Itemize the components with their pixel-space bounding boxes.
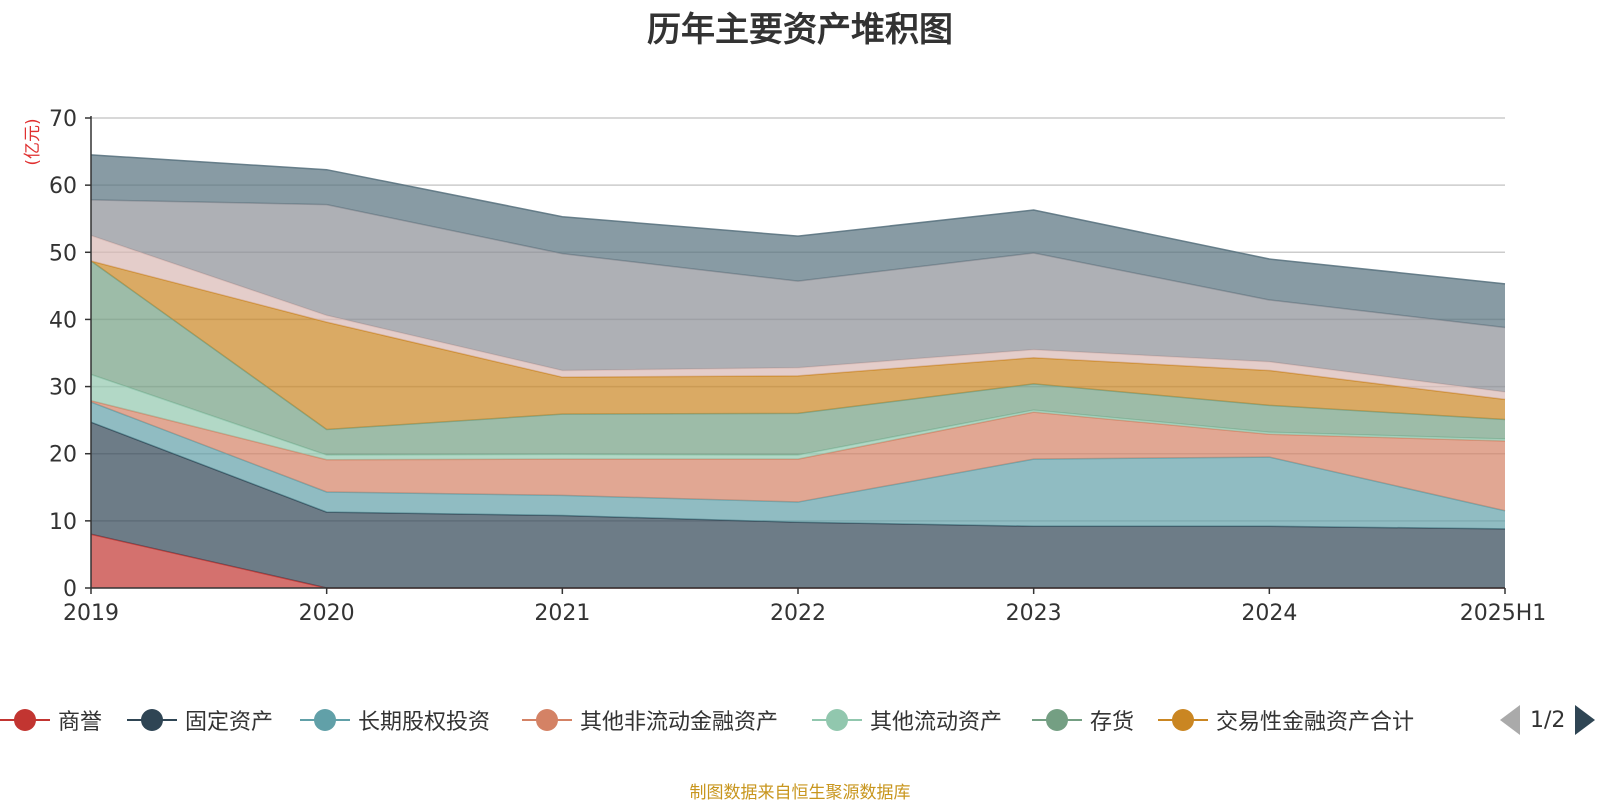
legend-item[interactable]: 长期股权投资 (300, 700, 490, 740)
legend-label: 长期股权投资 (358, 710, 491, 735)
legend-swatch-icon (1158, 700, 1208, 740)
area-series-3 (91, 400, 1505, 511)
y-tick-label: 0 (63, 577, 77, 602)
x-tick-label: 2022 (770, 601, 826, 626)
y-tick-label: 70 (49, 107, 77, 132)
legend-item[interactable]: 固定资产 (127, 700, 273, 740)
legend-item[interactable]: 其他非流动金融资产 (522, 700, 778, 740)
area-series-9 (91, 154, 1505, 328)
legend-label: 存货 (1090, 710, 1135, 735)
area-series-line-9 (90, 154, 1506, 285)
area-series-1 (91, 422, 1505, 588)
x-tick-label: 2020 (299, 601, 355, 626)
y-tick-label: 20 (49, 443, 77, 468)
legend-label: 交易性金融资产合计 (1216, 710, 1415, 735)
x-tick-label: 2019 (63, 601, 119, 626)
source-note: 制图数据来自恒生聚源数据库 (689, 783, 911, 803)
legend-swatch-icon (1032, 700, 1082, 740)
area-series-8 (91, 199, 1505, 392)
area-series-7 (91, 235, 1505, 400)
legend-swatch-icon (127, 700, 177, 740)
legend-swatch-icon (812, 700, 862, 740)
legend-label: 其他非流动金融资产 (580, 710, 779, 735)
y-tick-label: 10 (49, 510, 77, 535)
y-tick-label: 40 (49, 308, 77, 333)
previous-page-icon[interactable] (1500, 705, 1520, 735)
legend-item[interactable]: 存货 (1032, 700, 1134, 740)
legend-item[interactable]: 其他流动资产 (812, 700, 1002, 740)
chart-title: 历年主要资产堆积图 (647, 10, 953, 50)
next-page-icon[interactable] (1575, 705, 1596, 735)
area-series-6 (91, 261, 1505, 430)
x-tick-label: 2021 (534, 601, 590, 626)
legend-label: 其他流动资产 (870, 710, 1003, 735)
legend-swatch-icon (300, 700, 350, 740)
x-tick-label: 2024 (1241, 601, 1297, 626)
legend-item[interactable]: 商誉 (0, 700, 102, 740)
pager-text: 1/2 (1530, 707, 1566, 733)
legend-label: 固定资产 (185, 710, 274, 735)
x-tick-label: 2023 (1006, 601, 1062, 626)
legend-swatch-icon (0, 700, 50, 740)
y-unit-label: (亿元) (23, 118, 43, 165)
legend-label: 商誉 (58, 710, 103, 735)
legend-item[interactable]: 交易性金融资产合计 (1158, 700, 1414, 740)
legend: 商誉 固定资产 长期股权投资 其他非流动金融资产 其他流动资产 存货 交易性金融资产合计 (0, 700, 1600, 740)
area-series-0 (91, 534, 1505, 588)
x-tick-label: 2025H1 (1460, 601, 1547, 626)
legend-swatch-icon (522, 700, 572, 740)
area-series-2 (91, 402, 1505, 529)
y-tick-label: 50 (49, 241, 77, 266)
y-tick-label: 60 (49, 174, 77, 199)
legend-pager: 1/2 (1500, 700, 1596, 740)
y-tick-label: 30 (49, 376, 77, 401)
area-series-5 (91, 261, 1505, 456)
